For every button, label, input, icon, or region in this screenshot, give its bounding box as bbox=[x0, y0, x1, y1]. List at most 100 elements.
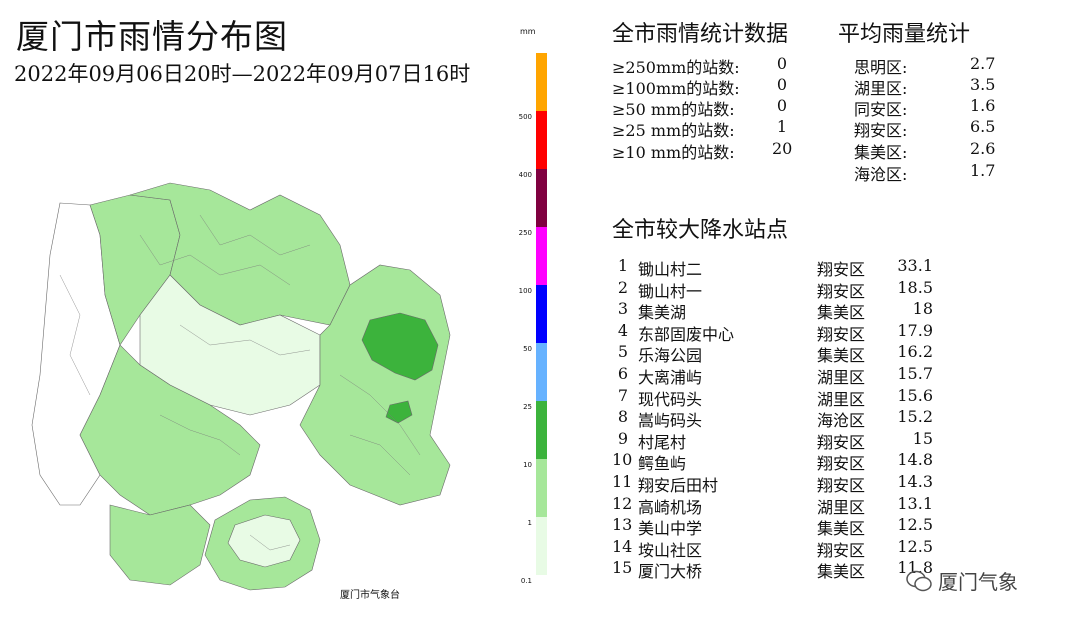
station-rank: 7 bbox=[617, 385, 628, 405]
legend-band-1 bbox=[536, 459, 547, 517]
avg-value: 3.5 bbox=[970, 75, 996, 94]
station-rank: 15 bbox=[612, 558, 633, 578]
stat-row: ≥10 mm的站数: 20 bbox=[612, 139, 812, 162]
station-name: 村尾村 bbox=[638, 432, 687, 452]
station-name: 锄山村二 bbox=[638, 260, 703, 279]
stat-row: ≥250mm的站数: 0 bbox=[612, 54, 812, 77]
station-district: 湖里区 bbox=[817, 389, 866, 409]
station-value: 14.3 bbox=[897, 472, 933, 491]
station-name: 美山中学 bbox=[638, 519, 703, 539]
station-row: 11 翔安后田村 翔安区 14.3 bbox=[612, 472, 942, 495]
station-row: 10 鳄鱼屿 翔安区 14.8 bbox=[612, 450, 942, 474]
station-name: 乐海公园 bbox=[638, 346, 703, 366]
station-rank: 5 bbox=[617, 342, 628, 362]
avg-row: 思明区: 2.7 bbox=[854, 54, 1004, 77]
station-district: 集美区 bbox=[817, 519, 866, 539]
legend-band-250 bbox=[536, 169, 547, 227]
avg-district: 同安区: bbox=[854, 100, 908, 119]
time-range: 2022年09月06日20时—2022年09月07日16时 bbox=[14, 62, 471, 86]
avg-value: 1.7 bbox=[970, 161, 996, 180]
station-district: 集美区 bbox=[817, 303, 866, 323]
station-rank: 12 bbox=[612, 493, 633, 513]
avg-value: 1.6 bbox=[970, 96, 996, 115]
stat-value: 0 bbox=[776, 75, 788, 94]
station-district: 翔安区 bbox=[817, 476, 866, 495]
stat-value: 20 bbox=[772, 139, 793, 158]
stat-value: 1 bbox=[776, 117, 788, 136]
station-name: 垵山社区 bbox=[638, 540, 703, 560]
station-name: 锄山村一 bbox=[638, 281, 703, 301]
station-row: 12 高崎机场 湖里区 13.1 bbox=[612, 493, 942, 517]
stat-value: 0 bbox=[776, 96, 788, 115]
station-row: 1 锄山村二 翔安区 33.1 bbox=[612, 256, 942, 279]
station-district: 翔安区 bbox=[817, 540, 866, 560]
stat-label: ≥25 mm的站数: bbox=[612, 121, 735, 140]
station-value: 12.5 bbox=[897, 515, 933, 535]
station-row: 14 垵山社区 翔安区 12.5 bbox=[612, 536, 942, 560]
average-title: 平均雨量统计 bbox=[838, 22, 971, 47]
map-region-haicang bbox=[79, 344, 261, 516]
station-value: 15.7 bbox=[897, 364, 933, 383]
avg-district: 集美区: bbox=[854, 143, 908, 162]
station-value: 18.5 bbox=[897, 277, 933, 297]
map-title: 厦门市雨情分布图 bbox=[16, 17, 288, 56]
legend-unit: mm bbox=[520, 27, 536, 36]
legend-tick: 500 bbox=[518, 113, 532, 121]
stat-label: ≥100mm的站数: bbox=[612, 79, 740, 98]
map-region-jimei bbox=[109, 504, 211, 586]
station-district: 湖里区 bbox=[817, 368, 866, 387]
station-rank: 4 bbox=[617, 320, 628, 340]
station-value: 17.9 bbox=[897, 320, 933, 340]
map-region-island-pale bbox=[227, 514, 301, 568]
legend-band-10 bbox=[536, 401, 547, 459]
legend-band-0.1 bbox=[536, 517, 547, 575]
station-rank: 9 bbox=[617, 428, 628, 448]
legend-tick: 0.1 bbox=[520, 577, 532, 585]
legend-band-100 bbox=[536, 227, 547, 285]
station-row: 4 东部固废中心 翔安区 17.9 bbox=[612, 320, 942, 344]
avg-row: 集美区: 2.6 bbox=[854, 139, 1004, 162]
station-value: 18 bbox=[912, 299, 933, 319]
station-row: 2 锄山村一 翔安区 18.5 bbox=[612, 277, 942, 301]
station-district: 翔安区 bbox=[817, 260, 866, 279]
watermark: 厦门气象 bbox=[906, 566, 1018, 595]
avg-value: 2.6 bbox=[970, 139, 996, 158]
station-rank: 3 bbox=[617, 299, 628, 319]
legend-tick: 400 bbox=[518, 171, 532, 179]
avg-row: 翔安区: 6.5 bbox=[854, 117, 1004, 140]
stat-row: ≥50 mm的站数: 0 bbox=[612, 96, 812, 119]
station-row: 3 集美湖 集美区 18 bbox=[612, 299, 942, 323]
legend-band-400 bbox=[536, 111, 547, 169]
station-district: 翔安区 bbox=[817, 324, 866, 344]
wechat-icon bbox=[906, 570, 932, 591]
rainfall-map bbox=[31, 182, 451, 591]
avg-row: 湖里区: 3.5 bbox=[854, 75, 1004, 98]
legend-tick: 250 bbox=[518, 229, 532, 237]
station-district: 翔安区 bbox=[817, 454, 866, 474]
legend-band-50 bbox=[536, 285, 547, 343]
station-row: 6 大离浦屿 湖里区 15.7 bbox=[612, 364, 942, 387]
stats-title: 全市雨情统计数据 bbox=[612, 22, 789, 47]
station-district: 翔安区 bbox=[817, 432, 866, 452]
stat-label: ≥250mm的站数: bbox=[612, 58, 740, 77]
station-value: 15.2 bbox=[897, 407, 933, 427]
station-row: 13 美山中学 集美区 12.5 bbox=[612, 515, 942, 539]
station-value: 15.6 bbox=[897, 385, 933, 405]
avg-district: 翔安区: bbox=[854, 121, 908, 140]
station-rank: 10 bbox=[612, 450, 633, 470]
station-name: 嵩屿码头 bbox=[638, 411, 703, 431]
station-row: 15 厦门大桥 集美区 11.8 bbox=[612, 558, 942, 581]
station-district: 翔安区 bbox=[817, 281, 866, 301]
avg-district: 湖里区: bbox=[854, 79, 908, 98]
station-district: 集美区 bbox=[817, 346, 866, 366]
legend-band-25 bbox=[536, 343, 547, 401]
legend-tick: 10 bbox=[523, 461, 532, 469]
station-rank: 13 bbox=[612, 515, 633, 535]
station-value: 12.5 bbox=[897, 536, 933, 556]
stations-title: 全市较大降水站点 bbox=[612, 218, 789, 243]
stat-row: ≥25 mm的站数: 1 bbox=[612, 117, 812, 140]
stat-label: ≥50 mm的站数: bbox=[612, 100, 735, 119]
station-rank: 6 bbox=[617, 364, 628, 383]
station-value: 33.1 bbox=[897, 256, 933, 275]
station-row: 5 乐海公园 集美区 16.2 bbox=[612, 342, 942, 366]
